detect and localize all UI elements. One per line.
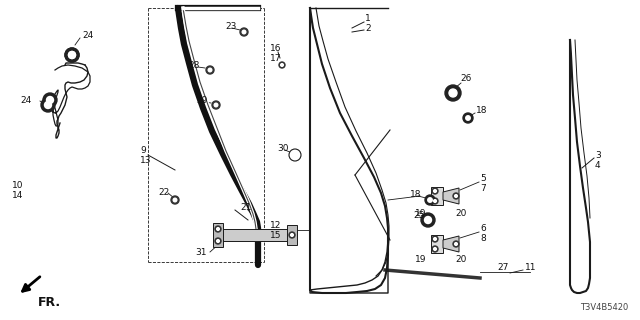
Circle shape [47, 97, 54, 103]
Circle shape [43, 93, 57, 107]
Circle shape [171, 196, 179, 204]
Circle shape [434, 248, 436, 250]
Circle shape [217, 240, 220, 242]
Circle shape [432, 188, 438, 194]
Text: 19: 19 [415, 255, 426, 265]
Circle shape [434, 190, 436, 192]
Circle shape [279, 62, 285, 68]
Circle shape [217, 228, 220, 230]
Circle shape [434, 200, 436, 202]
Text: 6: 6 [480, 223, 486, 233]
Polygon shape [220, 229, 290, 241]
Text: 20: 20 [455, 255, 467, 265]
Text: 13: 13 [140, 156, 152, 164]
Circle shape [281, 64, 284, 66]
Text: 27: 27 [497, 263, 508, 273]
Circle shape [291, 234, 293, 236]
Text: 3: 3 [595, 150, 601, 159]
Circle shape [454, 195, 458, 197]
Text: 23: 23 [225, 21, 236, 30]
Circle shape [432, 246, 438, 252]
Text: 15: 15 [270, 230, 282, 239]
Polygon shape [443, 188, 459, 204]
FancyBboxPatch shape [287, 225, 297, 245]
Text: 30: 30 [277, 143, 289, 153]
Text: 7: 7 [480, 183, 486, 193]
Circle shape [65, 48, 79, 62]
Text: 10: 10 [12, 180, 24, 189]
Text: FR.: FR. [38, 295, 61, 308]
Circle shape [428, 198, 432, 202]
Circle shape [421, 213, 435, 227]
FancyBboxPatch shape [431, 235, 443, 253]
Text: 18: 18 [410, 189, 422, 198]
Circle shape [214, 103, 218, 107]
Circle shape [454, 243, 458, 245]
Text: 26: 26 [460, 74, 472, 83]
Circle shape [240, 28, 248, 36]
Text: T3V4B5420: T3V4B5420 [580, 303, 628, 312]
Circle shape [68, 52, 76, 59]
Text: 16: 16 [270, 44, 282, 52]
Text: 20: 20 [455, 209, 467, 218]
Text: 12: 12 [270, 220, 282, 229]
Circle shape [449, 89, 457, 97]
Circle shape [289, 232, 295, 238]
Text: 2: 2 [365, 23, 371, 33]
Text: 19: 19 [415, 209, 426, 218]
Text: 9: 9 [140, 146, 146, 155]
FancyBboxPatch shape [431, 187, 443, 205]
Text: 17: 17 [270, 53, 282, 62]
Text: 22: 22 [158, 188, 169, 196]
Circle shape [215, 238, 221, 244]
Circle shape [466, 116, 470, 120]
Text: 28: 28 [188, 60, 200, 69]
Text: 29: 29 [196, 95, 207, 105]
Circle shape [208, 68, 212, 72]
FancyBboxPatch shape [213, 223, 223, 247]
Circle shape [434, 238, 436, 240]
Circle shape [289, 149, 301, 161]
Circle shape [242, 30, 246, 34]
Circle shape [215, 226, 221, 232]
Circle shape [206, 66, 214, 74]
Circle shape [424, 217, 431, 223]
Circle shape [432, 198, 438, 204]
Text: 18: 18 [476, 106, 488, 115]
Text: 24: 24 [20, 95, 31, 105]
Text: 31: 31 [195, 247, 207, 257]
Circle shape [445, 85, 461, 101]
Text: 8: 8 [480, 234, 486, 243]
Text: 14: 14 [12, 190, 24, 199]
Text: 1: 1 [365, 13, 371, 22]
Circle shape [65, 48, 79, 62]
Text: 25: 25 [413, 211, 424, 220]
Circle shape [432, 236, 438, 242]
Circle shape [463, 113, 473, 123]
Circle shape [173, 198, 177, 202]
Circle shape [68, 52, 76, 59]
Text: 21: 21 [240, 203, 252, 212]
Text: 11: 11 [525, 263, 536, 273]
Circle shape [41, 98, 55, 112]
Circle shape [453, 241, 459, 247]
Circle shape [425, 195, 435, 205]
Circle shape [453, 193, 459, 199]
Text: 5: 5 [480, 173, 486, 182]
Text: 24: 24 [82, 30, 93, 39]
Circle shape [45, 101, 51, 108]
Text: 4: 4 [595, 161, 600, 170]
Circle shape [212, 101, 220, 109]
Polygon shape [443, 236, 459, 252]
